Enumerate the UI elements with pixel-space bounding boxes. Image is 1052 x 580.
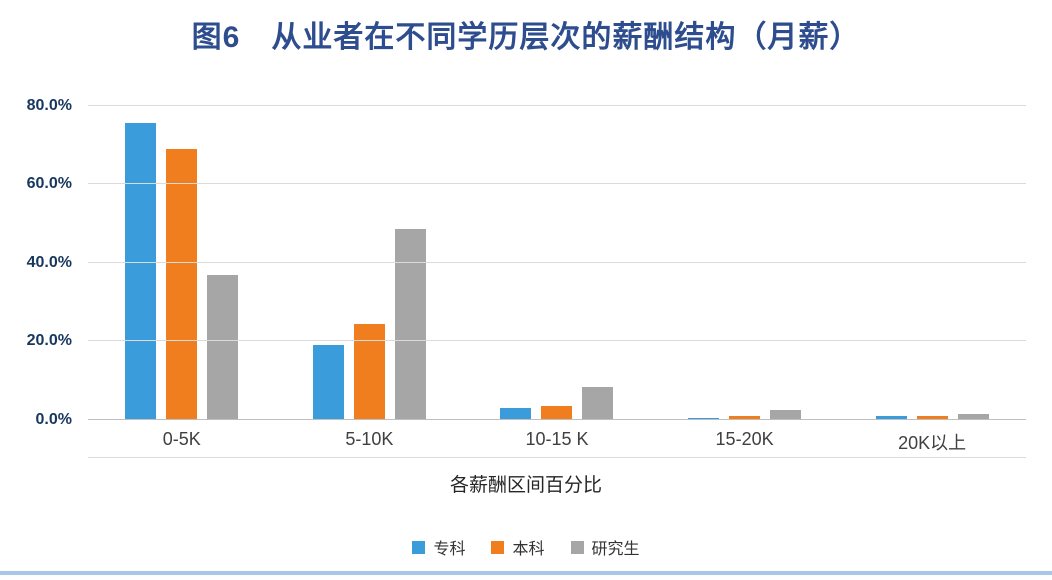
bar-series-1 [353,323,385,420]
y-axis-labels: 0.0% 20.0% 40.0% 60.0% 80.0% [4,82,80,428]
bar-series-0 [875,416,907,420]
y-tick-label: 20.0% [26,332,72,350]
bar-groups [88,82,1026,420]
x-axis-line [88,419,1026,420]
gridline [88,183,1026,185]
bar-series-0 [500,408,532,420]
bar-group [838,82,1026,420]
bar-series-1 [166,148,198,420]
legend: 专科 本科 研究生 [0,535,1052,559]
category-label: 10-15 K [525,429,589,449]
bar-series-1 [541,406,573,420]
category-label: 20K以上 [898,433,967,453]
category-label: 5-10K [345,429,394,449]
y-tick-label: 80.0% [26,96,72,114]
category-label: 15-20K [715,429,774,449]
bar-group [651,82,839,420]
legend-label: 研究生 [591,541,640,558]
bottom-accent-line [0,571,1052,575]
bar-series-0 [312,345,344,420]
y-tick-label: 40.0% [26,253,72,271]
plot-area [88,82,1026,420]
legend-label: 本科 [512,541,545,558]
category-label: 0-5K [162,429,201,449]
bar-group [276,82,464,420]
bar-series-1 [729,416,761,420]
bar-series-2 [770,410,802,420]
legend-swatch [412,540,426,554]
bar-series-2 [207,274,239,420]
bar-series-2 [394,229,426,420]
legend-item: 专科 [412,535,465,559]
bar-series-2 [957,414,989,420]
bar-series-0 [125,123,157,420]
gridline [88,261,1026,263]
legend-item: 本科 [491,535,545,559]
y-tick-label: 0.0% [35,411,72,428]
gridline [88,340,1026,342]
legend-swatch [570,540,584,554]
y-tick-label: 60.0% [26,175,72,193]
x-axis-title: 各薪酬区间百分比 [449,475,602,496]
legend-item: 研究生 [570,535,640,559]
bar-group [88,82,276,420]
bar-group [463,82,651,420]
bar-series-1 [916,416,948,420]
chart-title: 图6 从业者在不同学历层次的薪酬结构（月薪） [191,21,861,54]
bar-series-2 [582,386,614,420]
gridline [88,104,1026,106]
legend-swatch [491,540,505,554]
legend-label: 专科 [433,541,466,558]
category-axis: 0-5K 5-10K 10-15 K 15-20K 20K以上 [88,420,1026,458]
